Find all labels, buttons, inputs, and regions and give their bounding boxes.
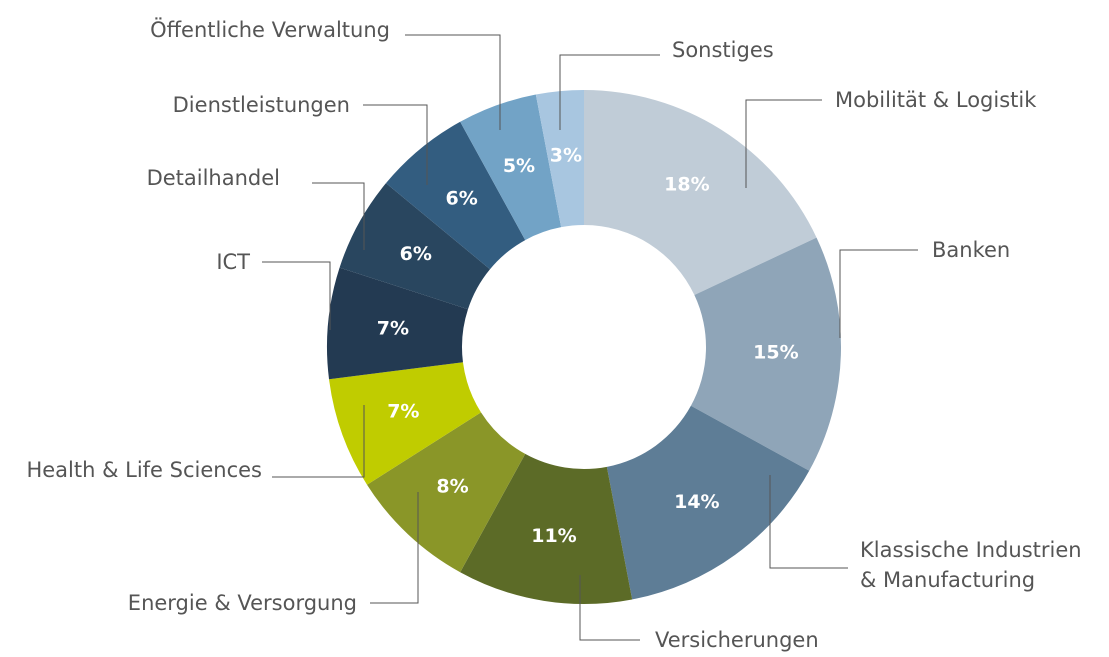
category-label: Dienstleistungen: [172, 93, 350, 117]
value-label: 8%: [436, 475, 468, 497]
value-label: 18%: [664, 173, 709, 195]
value-label: 3%: [550, 144, 582, 166]
leader-line: [579, 575, 640, 641]
leader-line: [363, 104, 428, 185]
category-label: Mobilität & Logistik: [835, 88, 1037, 112]
slice: [606, 405, 810, 600]
value-label: 14%: [674, 491, 719, 513]
slice: [535, 90, 584, 228]
slice: [329, 362, 481, 485]
slice: [385, 121, 526, 270]
slice: [460, 453, 633, 604]
value-label: 7%: [387, 401, 419, 423]
value-label: 7%: [377, 317, 409, 339]
leader-line: [312, 182, 365, 250]
value-label: 6%: [400, 243, 432, 265]
leader-line: [769, 475, 848, 569]
leader-line: [745, 99, 822, 188]
value-label: 5%: [503, 155, 535, 177]
category-label: Health & Life Sciences: [26, 458, 262, 482]
slice: [584, 90, 817, 296]
category-label: Versicherungen: [655, 628, 819, 652]
leader-line: [839, 249, 918, 338]
leader-line: [272, 405, 365, 478]
category-label: Banken: [932, 238, 1011, 262]
category-label: Energie & Versorgung: [127, 591, 357, 615]
category-label: Detailhandel: [146, 166, 280, 190]
value-label: 6%: [445, 188, 477, 210]
category-label: Öffentliche Verwaltung: [150, 18, 390, 42]
slice: [460, 94, 562, 241]
slice: [690, 237, 842, 471]
category-label: Klassische Industrien & Manufacturing: [860, 538, 1082, 592]
value-label: 11%: [531, 525, 576, 547]
leader-line: [559, 54, 660, 130]
slice: [327, 267, 468, 380]
leader-line: [405, 34, 501, 130]
category-label: Sonstiges: [672, 38, 774, 62]
slice: [367, 412, 526, 573]
value-label: 15%: [753, 342, 798, 364]
leader-line: [370, 492, 419, 604]
leader-line: [262, 261, 331, 330]
slice: [339, 183, 490, 310]
category-label: ICT: [216, 250, 250, 274]
